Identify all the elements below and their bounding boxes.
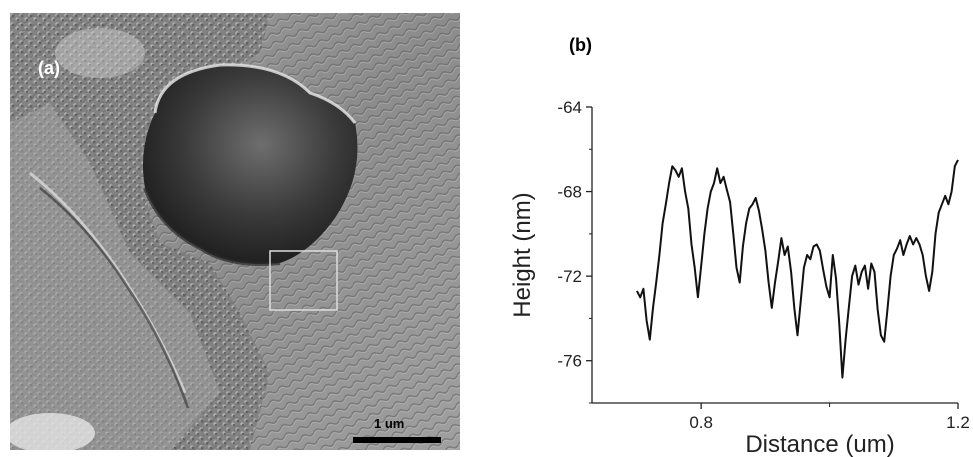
- y-tick-label: -72: [557, 267, 582, 286]
- scale-bar: [353, 437, 441, 443]
- x-axis-title: Distance (um): [745, 431, 894, 457]
- afm-surface-illustration: [10, 13, 460, 450]
- afm-image: [10, 13, 460, 450]
- y-tick-label: -76: [557, 352, 582, 371]
- y-tick-label: -68: [557, 183, 582, 202]
- chart-ticks: -64 -68 -72 -76 0.8 1.2: [557, 98, 969, 432]
- panel-a-label: (a): [38, 58, 60, 78]
- y-axis-title: Height (nm): [509, 192, 536, 317]
- x-tick-label: 1.2: [946, 413, 970, 432]
- chart-series: [636, 159, 959, 379]
- scale-bar-label: 1 um: [374, 416, 405, 431]
- height-profile-chart: -64 -68 -72 -76 0.8 1.2 Height (nm) Distance …: [509, 98, 970, 457]
- panel-b-label: (b): [569, 35, 592, 55]
- chart-axes: [591, 107, 958, 404]
- x-tick-label: 0.8: [689, 413, 713, 432]
- series-line-0: [636, 159, 959, 379]
- y-tick-label: -64: [557, 98, 582, 117]
- selection-box: [269, 250, 338, 311]
